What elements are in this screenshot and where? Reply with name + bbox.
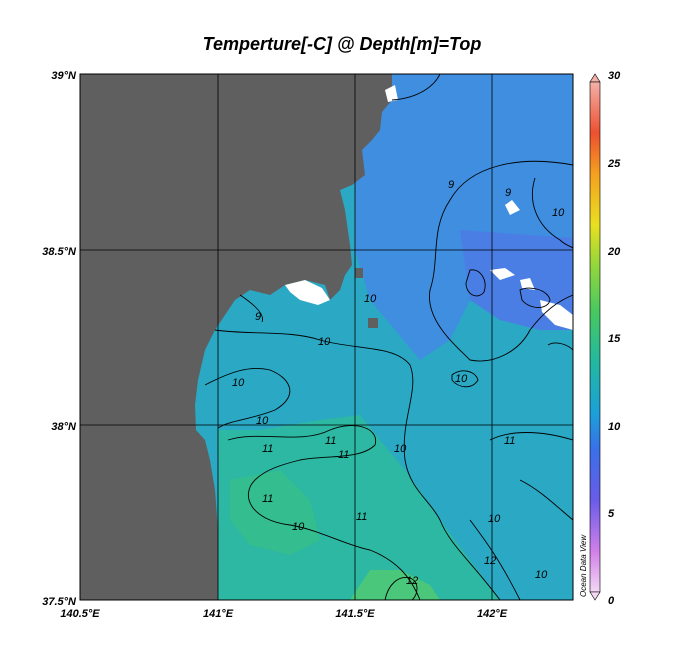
nodata-patch: [520, 278, 535, 290]
contour-label: 10: [535, 569, 548, 581]
contour-label: 9: [505, 187, 511, 199]
map-title: Temperture[-C] @ Depth[m]=Top: [202, 34, 482, 54]
contour-9: [465, 269, 486, 297]
contour-label: 10: [292, 521, 305, 533]
contour-9: [532, 177, 573, 249]
map-grid: [80, 74, 573, 600]
colorbar-tick-label: 25: [607, 158, 621, 170]
sea-zone-9: [355, 74, 573, 360]
land-mass: [80, 74, 392, 600]
colorbar: 30 25 20 15 10 5 0: [589, 70, 621, 607]
contour-label: 11: [504, 435, 515, 447]
lon-tick-label: 141.5°E: [335, 608, 375, 620]
lon-tick-label: 141°E: [203, 608, 234, 620]
contour-label: 10: [318, 336, 331, 348]
lat-tick-label: 39°N: [51, 70, 77, 82]
contour-10: [451, 370, 479, 388]
lon-axis: 140.5°E 141°E 141.5°E 142°E: [60, 608, 507, 620]
contour-9: [429, 160, 573, 362]
nodata-patch: [540, 300, 573, 330]
contour-10: [519, 479, 573, 521]
colorbar-max-arrow: [589, 73, 601, 83]
contour-11: [469, 519, 521, 600]
contour-lines: [204, 74, 573, 600]
contour-label: 12: [484, 555, 496, 567]
nodata-patch: [505, 200, 520, 215]
colorbar-tick-label: 5: [608, 508, 615, 520]
map-area: 9 9 10 9 10 10 10 10 11 11 10 11 11 11 1…: [80, 74, 573, 600]
nodata-patch: [285, 280, 330, 305]
lat-tick-label: 38.5°N: [42, 246, 77, 258]
colorbar-tick-label: 15: [608, 333, 621, 345]
contour-10: [204, 367, 291, 429]
watermark: Ocean Data View: [579, 534, 588, 597]
contour-label: 9: [448, 179, 454, 191]
colorbar-tick-label: 30: [608, 70, 621, 82]
lon-tick-label: 140.5°E: [60, 608, 100, 620]
contour-label: 10: [364, 293, 377, 305]
lon-tick-label: 142°E: [477, 608, 508, 620]
contour-label: 10: [488, 513, 501, 525]
contour-12: [384, 577, 418, 600]
lat-tick-label: 38°N: [51, 421, 77, 433]
colorbar-tick-label: 10: [608, 421, 621, 433]
contour-label: 11: [356, 511, 367, 523]
map-border: [79, 73, 574, 601]
island: [355, 268, 363, 278]
contour-label: 12: [406, 575, 418, 587]
contour-label: 11: [325, 435, 336, 447]
sea-zone-11b: [230, 470, 320, 555]
colorbar-tick-label: 20: [607, 246, 621, 258]
contour-coast: [239, 294, 263, 323]
colorbar-gradient: [589, 81, 601, 593]
island: [368, 318, 378, 328]
contour-labels: 9 9 10 9 10 10 10 10 11 11 10 11 11 11 1…: [232, 179, 565, 587]
lat-axis: 39°N 38.5°N 38°N 37.5°N: [42, 70, 77, 608]
contour-9: [519, 287, 551, 308]
colorbar-tick-label: 0: [608, 595, 615, 607]
contour-9: [391, 74, 441, 101]
lat-tick-label: 37.5°N: [42, 596, 77, 608]
contour-label: 10: [455, 373, 468, 385]
contour-label: 11: [262, 443, 273, 455]
colorbar-min-arrow: [589, 591, 601, 601]
contour-10: [547, 342, 573, 351]
contour-label: 9: [255, 311, 261, 323]
contour-label: 10: [232, 377, 245, 389]
contour-label: 10: [394, 443, 407, 455]
sea-zone-12: [350, 570, 440, 600]
contour-label: 11: [338, 449, 349, 461]
contour-10: [489, 432, 573, 441]
contour-10: [214, 329, 501, 600]
contour-label: 11: [262, 493, 273, 505]
nodata-patch: [490, 268, 515, 280]
nodata-patch: [385, 85, 398, 102]
contour-label: 10: [256, 415, 269, 427]
contour-label: 10: [552, 207, 565, 219]
contour-11: [227, 425, 421, 600]
